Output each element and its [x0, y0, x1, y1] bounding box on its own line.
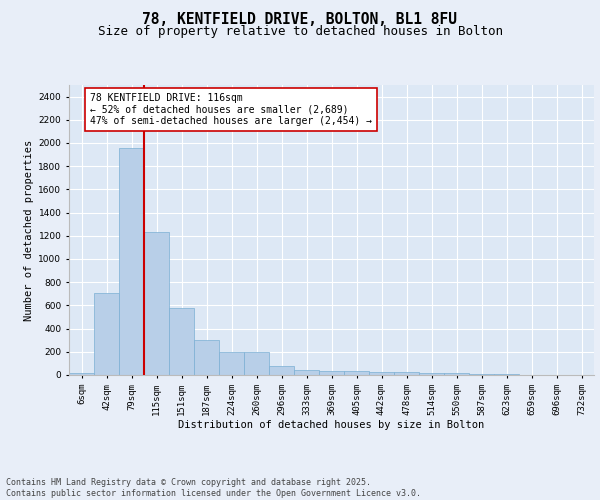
Bar: [194, 340, 219, 375]
Bar: [444, 374, 469, 375]
Bar: [419, 374, 444, 375]
Bar: [144, 232, 169, 375]
Bar: [69, 374, 94, 375]
X-axis label: Distribution of detached houses by size in Bolton: Distribution of detached houses by size …: [178, 420, 485, 430]
Bar: [319, 371, 344, 375]
Bar: [244, 352, 269, 375]
Bar: [119, 148, 144, 375]
Bar: [394, 372, 419, 375]
Bar: [344, 371, 369, 375]
Bar: [94, 292, 119, 375]
Bar: [219, 352, 244, 375]
Text: Size of property relative to detached houses in Bolton: Size of property relative to detached ho…: [97, 25, 503, 38]
Bar: [294, 370, 319, 375]
Bar: [169, 308, 194, 375]
Text: 78, KENTFIELD DRIVE, BOLTON, BL1 8FU: 78, KENTFIELD DRIVE, BOLTON, BL1 8FU: [143, 12, 458, 28]
Text: Contains HM Land Registry data © Crown copyright and database right 2025.
Contai: Contains HM Land Registry data © Crown c…: [6, 478, 421, 498]
Text: 78 KENTFIELD DRIVE: 116sqm
← 52% of detached houses are smaller (2,689)
47% of s: 78 KENTFIELD DRIVE: 116sqm ← 52% of deta…: [90, 93, 372, 126]
Y-axis label: Number of detached properties: Number of detached properties: [24, 140, 34, 320]
Bar: [269, 366, 294, 375]
Bar: [369, 372, 394, 375]
Bar: [469, 374, 494, 375]
Bar: [494, 374, 519, 375]
